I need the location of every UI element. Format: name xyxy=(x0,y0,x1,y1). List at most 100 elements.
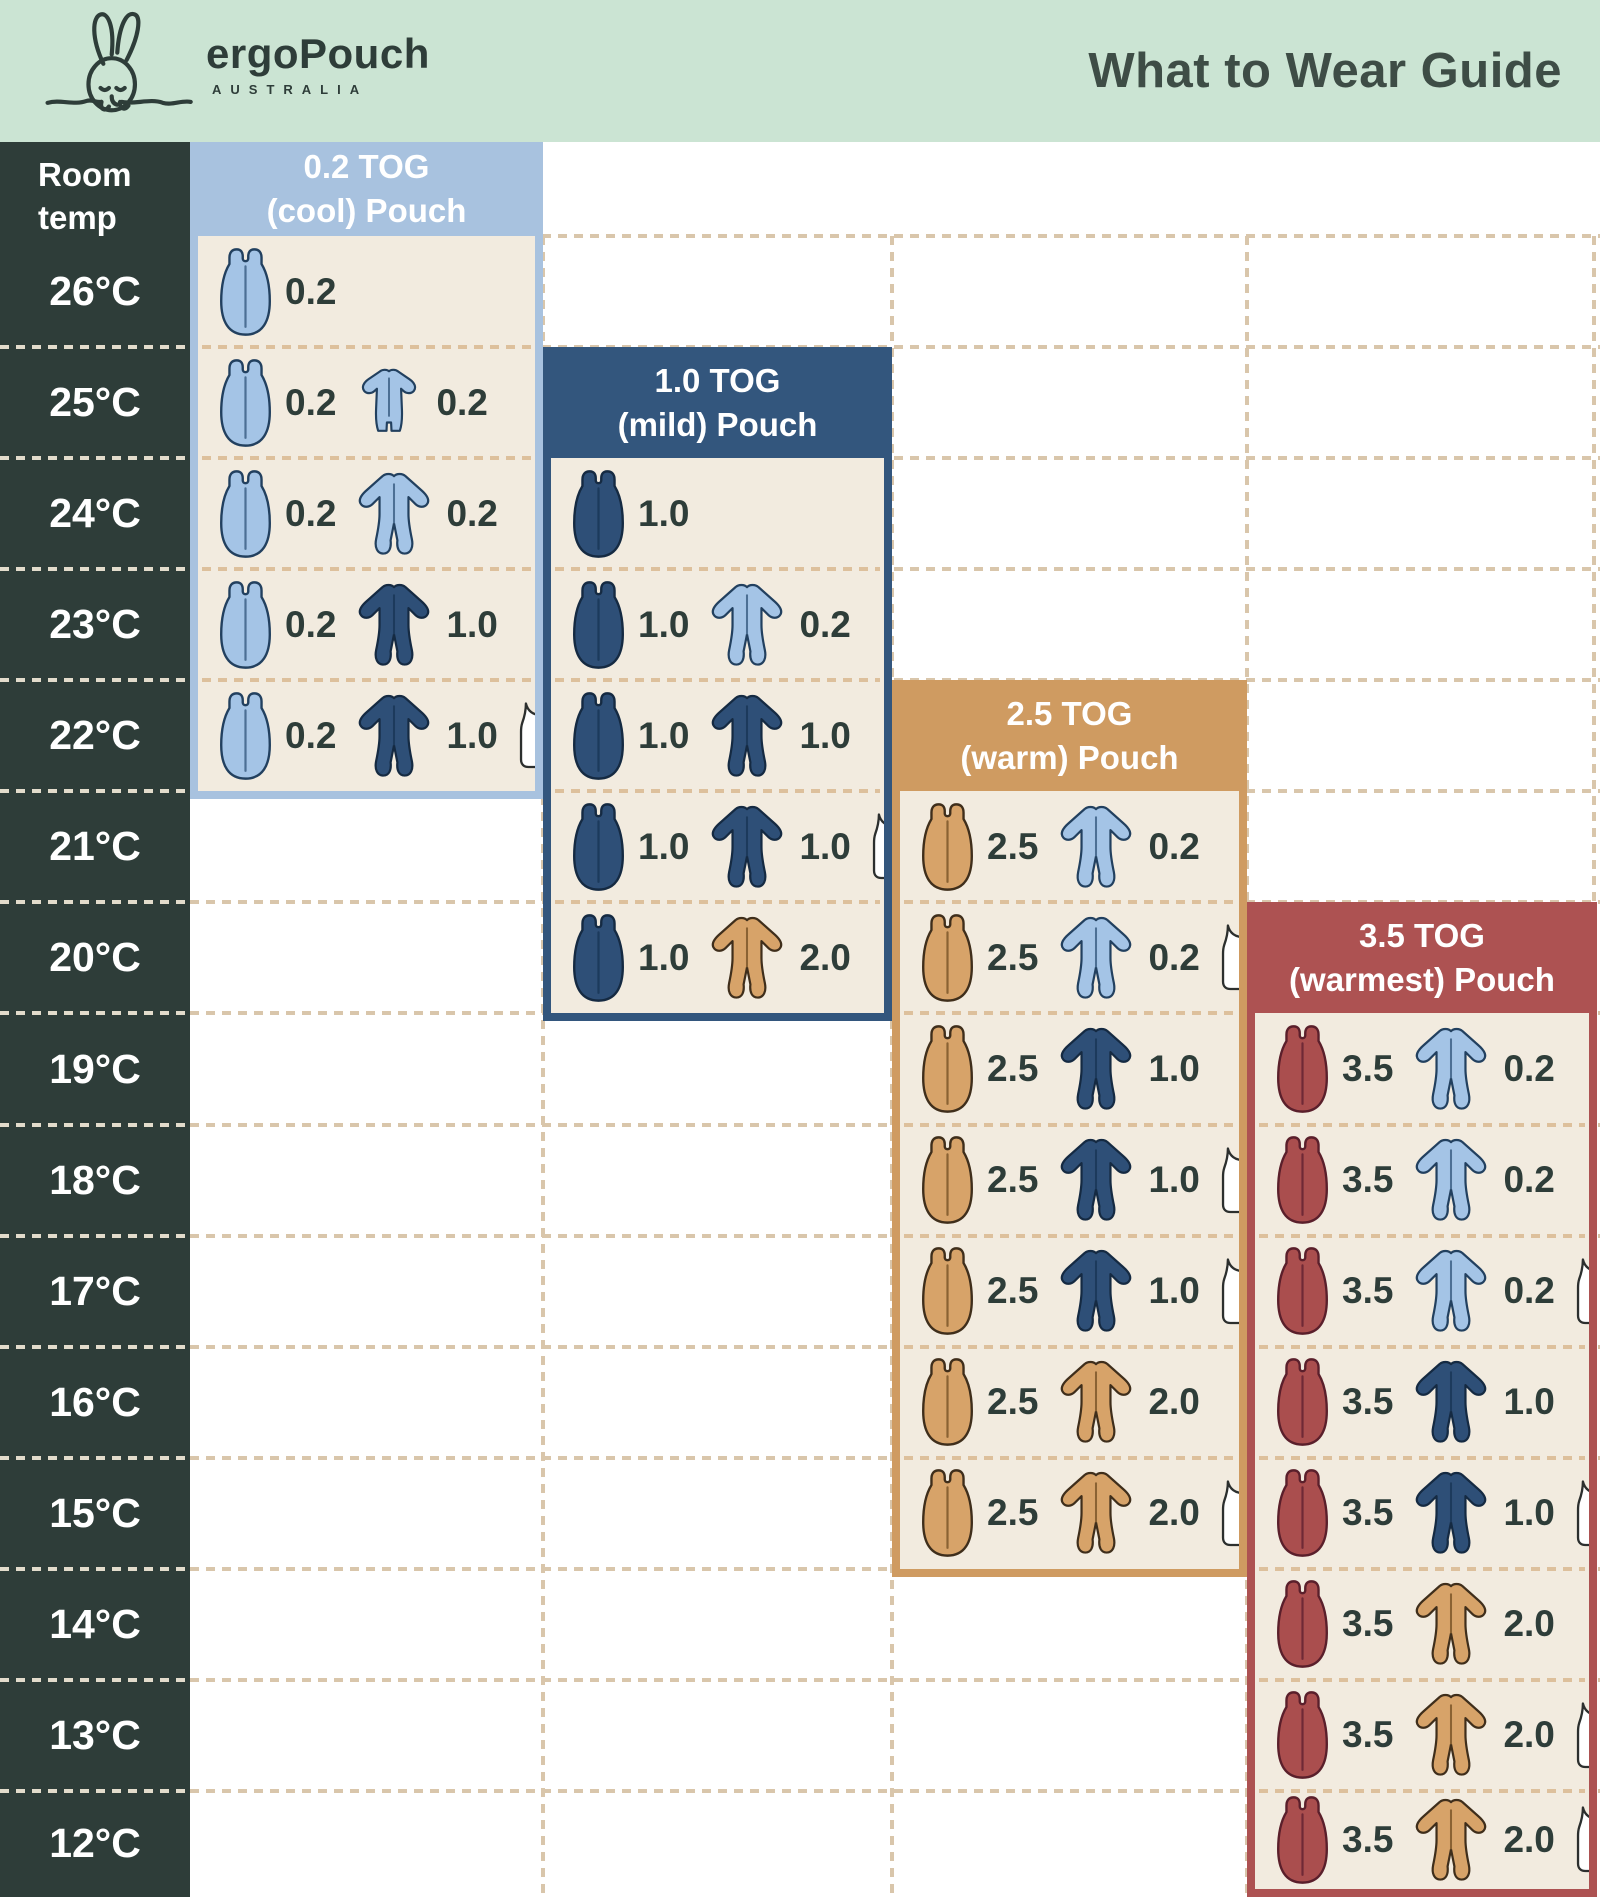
row-separator-dark xyxy=(0,345,190,350)
pouch-icon xyxy=(1277,1136,1328,1224)
guide-row-tog-1-0-21c: 1.0 1.0 xyxy=(551,791,884,902)
singlet-icon xyxy=(1576,1480,1589,1546)
singlet-icon xyxy=(1221,1480,1239,1546)
guide-row-tog-3-5-15c: 3.5 1.0 xyxy=(1255,1458,1589,1569)
panel-row-separator xyxy=(1259,1233,1585,1238)
temp-label: 19°C xyxy=(49,1045,141,1092)
brand-text-block: ergoPouch AUSTRALIA xyxy=(206,30,430,97)
panel-row-separator xyxy=(904,1011,1235,1016)
tog-value: 0.2 xyxy=(285,714,337,756)
page-title: What to Wear Guide xyxy=(1088,44,1562,98)
tog-value: 0.2 xyxy=(1503,1270,1555,1312)
panel-row-separator xyxy=(904,1344,1235,1349)
row-separator xyxy=(190,456,1600,461)
panel-tog-1-0: 1.0 TOG (mild) Pouch 1.0 1.0 0.2 1.0 1.0 1.0 1.0… xyxy=(543,347,892,1022)
sleepsuit-icon xyxy=(1416,1694,1487,1777)
panel-body-tog-0-2: 0.2 0.2 0.2 0.2 0.2 0.2 1.0 0.2 1.0 xyxy=(198,236,535,792)
guide-row-tog-0-2-25c: 0.2 0.2 xyxy=(198,347,535,458)
pouch-icon xyxy=(573,691,624,780)
tog-value: 3.5 xyxy=(1342,1818,1394,1860)
sleepsuit-icon xyxy=(712,583,783,666)
panel-row-separator xyxy=(1259,1455,1585,1460)
row-separator xyxy=(190,567,1600,572)
tog-value: 1.0 xyxy=(446,714,498,756)
sleepsuit-icon xyxy=(1061,1361,1132,1443)
room-temp-line1: Room xyxy=(38,156,132,193)
tog-value: 3.5 xyxy=(1342,1159,1394,1201)
tog-value: 1.0 xyxy=(1148,1270,1200,1312)
short-sleepsuit-icon xyxy=(362,368,417,433)
sleepsuit-icon xyxy=(1416,1361,1487,1443)
pouch-icon xyxy=(1277,1247,1328,1335)
bunny-logo-icon xyxy=(42,2,200,120)
temp-label: 17°C xyxy=(49,1267,141,1314)
guide-row-tog-0-2-22c: 0.2 1.0 xyxy=(198,680,535,791)
pouch-icon xyxy=(220,691,271,780)
tog-value: 2.5 xyxy=(987,1270,1039,1312)
room-temp-column: Room temp 26°C 25°C 24°C 23°C 22°C 21°C 20°C 19… xyxy=(0,142,190,1897)
panel-row-separator xyxy=(202,678,531,683)
tog-value: 1.0 xyxy=(799,825,851,867)
pouch-icon xyxy=(1277,1796,1328,1884)
guide-row-tog-0-2-26c: 0.2 xyxy=(198,236,535,347)
tog-value: 3.5 xyxy=(1342,1492,1394,1534)
row-separator-dark xyxy=(0,1233,190,1238)
temp-label: 20°C xyxy=(49,934,141,981)
panel-row-separator xyxy=(555,789,880,794)
pouch-icon xyxy=(922,1469,973,1558)
panel-header-tog-2-5: 2.5 TOG (warm) Pouch xyxy=(892,680,1247,791)
row-separator xyxy=(190,1788,1600,1793)
ergopouch-logo: ergoPouch AUSTRALIA xyxy=(42,2,430,120)
sleepsuit-icon xyxy=(359,472,430,555)
guide-row-tog-3-5-17c: 3.5 0.2 xyxy=(1255,1236,1589,1347)
panel-row-separator xyxy=(1259,1344,1585,1349)
row-separator-dark xyxy=(0,1677,190,1682)
guide-row-tog-3-5-13c: 3.5 2.0 xyxy=(1255,1680,1589,1791)
tog-value: 0.2 xyxy=(446,492,498,534)
tog-value: 2.0 xyxy=(1503,1818,1555,1860)
sleepsuit-icon xyxy=(359,694,430,777)
tog-value: 2.5 xyxy=(987,936,1039,978)
panel-row-separator xyxy=(202,456,531,461)
guide-row-tog-2-5-19c: 2.5 1.0 xyxy=(900,1013,1239,1124)
temp-label: 13°C xyxy=(49,1711,141,1758)
sleepsuit-icon xyxy=(1416,1138,1487,1221)
panel-row-separator xyxy=(1259,1677,1585,1682)
row-separator-dark xyxy=(0,567,190,572)
tog-value: 3.5 xyxy=(1342,1381,1394,1423)
row-separator-dark xyxy=(0,1455,190,1460)
row-separator-dark xyxy=(0,678,190,683)
temp-label: 23°C xyxy=(49,601,141,648)
pouch-icon xyxy=(922,803,973,891)
pouch-icon xyxy=(220,580,271,669)
panel-row-separator xyxy=(202,345,531,350)
pouch-icon xyxy=(922,1358,973,1447)
panel-row-separator xyxy=(555,567,880,572)
tog-value: 1.0 xyxy=(638,825,690,867)
panel-row-separator xyxy=(555,900,880,905)
singlet-icon xyxy=(1576,1806,1589,1873)
guide-row-tog-1-0-20c: 1.0 2.0 xyxy=(551,902,884,1013)
tog-value: 1.0 xyxy=(799,714,851,756)
pouch-icon xyxy=(1277,1580,1328,1669)
pouch-icon xyxy=(220,469,271,558)
sleepsuit-icon xyxy=(1061,1138,1132,1221)
panel-row-separator xyxy=(904,1233,1235,1238)
panel-title: 2.5 TOG (warm) Pouch xyxy=(960,695,1179,776)
pouch-icon xyxy=(922,1247,973,1335)
row-separator-dark xyxy=(0,456,190,461)
brand-subtitle: AUSTRALIA xyxy=(212,82,369,97)
tog-value: 2.5 xyxy=(987,1492,1039,1534)
guide-row-tog-3-5-12c: 3.5 2.0 xyxy=(1255,1791,1589,1889)
tog-value: 2.5 xyxy=(987,1159,1039,1201)
tog-value: 2.5 xyxy=(987,825,1039,867)
sleepsuit-icon xyxy=(712,805,783,888)
tog-value: 0.2 xyxy=(285,492,337,534)
row-separator-dark xyxy=(0,900,190,905)
row-separator xyxy=(190,234,1600,238)
tog-value: 1.0 xyxy=(638,492,690,534)
tog-value: 0.2 xyxy=(1503,1159,1555,1201)
guide-row-tog-3-5-14c: 3.5 2.0 xyxy=(1255,1569,1589,1680)
singlet-icon xyxy=(1576,1258,1589,1324)
